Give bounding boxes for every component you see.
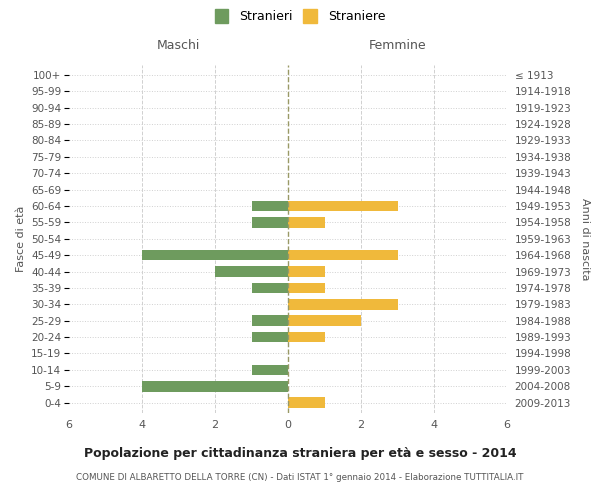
Bar bbox=[251, 217, 288, 228]
Bar bbox=[251, 332, 288, 342]
Bar bbox=[288, 398, 325, 408]
Bar bbox=[215, 266, 288, 277]
Bar bbox=[142, 381, 288, 392]
Bar bbox=[288, 217, 325, 228]
Bar bbox=[288, 299, 398, 310]
Bar bbox=[288, 316, 361, 326]
Bar bbox=[251, 282, 288, 294]
Y-axis label: Anni di nascita: Anni di nascita bbox=[580, 198, 590, 280]
Bar bbox=[142, 250, 288, 260]
Bar bbox=[251, 316, 288, 326]
Text: Maschi: Maschi bbox=[157, 39, 200, 52]
Bar bbox=[288, 266, 325, 277]
Bar bbox=[288, 332, 325, 342]
Y-axis label: Fasce di età: Fasce di età bbox=[16, 206, 26, 272]
Bar bbox=[288, 200, 398, 211]
Bar bbox=[288, 282, 325, 294]
Bar bbox=[251, 364, 288, 375]
Bar bbox=[288, 250, 398, 260]
Text: Popolazione per cittadinanza straniera per età e sesso - 2014: Popolazione per cittadinanza straniera p… bbox=[83, 448, 517, 460]
Legend: Stranieri, Straniere: Stranieri, Straniere bbox=[211, 6, 389, 26]
Text: COMUNE DI ALBARETTO DELLA TORRE (CN) - Dati ISTAT 1° gennaio 2014 - Elaborazione: COMUNE DI ALBARETTO DELLA TORRE (CN) - D… bbox=[76, 472, 524, 482]
Bar bbox=[251, 200, 288, 211]
Text: Femmine: Femmine bbox=[368, 39, 427, 52]
